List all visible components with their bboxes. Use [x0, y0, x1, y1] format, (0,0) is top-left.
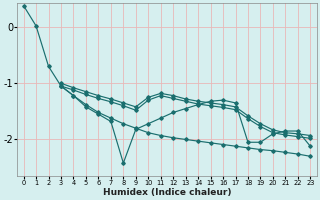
X-axis label: Humidex (Indice chaleur): Humidex (Indice chaleur) [103, 188, 231, 197]
